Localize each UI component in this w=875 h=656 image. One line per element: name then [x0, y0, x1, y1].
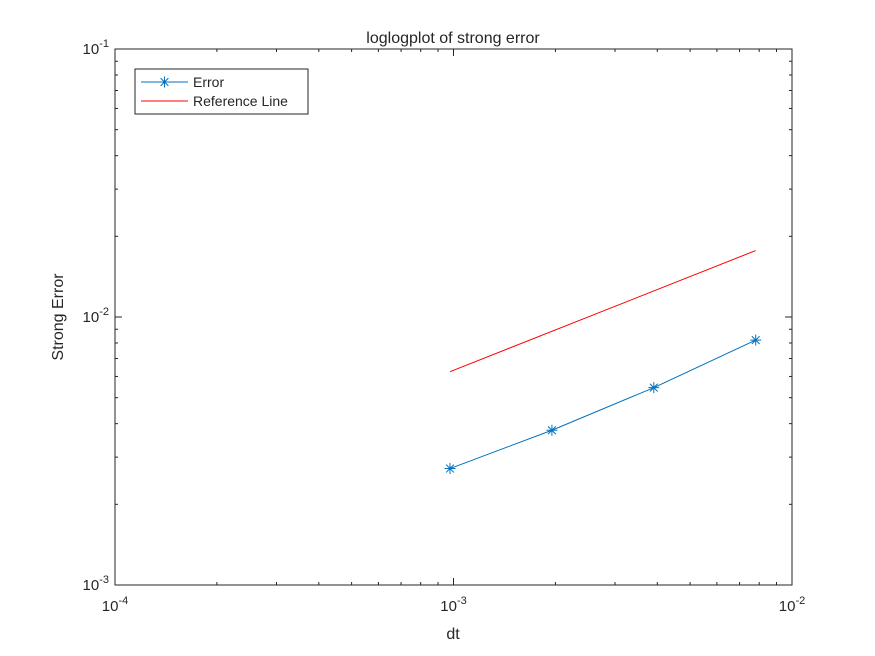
- legend-label-error: Error: [193, 74, 224, 90]
- axes: 10-4 10-3 10-210-310-210-1: [83, 38, 806, 615]
- chart-title: loglogplot of strong error: [366, 30, 540, 47]
- series-line-error: [449, 339, 756, 470]
- x-tick-label: 10-2: [779, 595, 805, 615]
- data-point-error: [750, 334, 762, 346]
- data-point-error: [648, 382, 660, 394]
- data-point-error: [444, 463, 456, 475]
- legend-marker-error: [159, 76, 170, 88]
- marker-stroke: [160, 77, 169, 87]
- legend: Error Reference Line: [134, 68, 309, 115]
- y-tick-label: 10-2: [83, 306, 109, 326]
- y-axis-label: Strong Error: [50, 273, 67, 361]
- y-tick-label: 10-1: [83, 38, 109, 58]
- data-point-error: [546, 424, 558, 436]
- marker-stroke: [649, 383, 659, 392]
- major-ticks: [114, 48, 793, 586]
- tick-labels: 10-4 10-3 10-210-310-210-1: [83, 38, 806, 615]
- marker-stroke: [547, 425, 557, 435]
- legend-box: [134, 68, 309, 115]
- x-tick-label: 10-3: [440, 595, 466, 615]
- x-tick-label: 10-4: [102, 595, 128, 615]
- plot-area: [114, 48, 793, 586]
- marker-stroke: [445, 464, 455, 473]
- series-layer: [444, 250, 762, 475]
- legend-label-reference-line: Reference Line: [193, 93, 288, 109]
- marker-stroke: [751, 335, 760, 345]
- minor-ticks: [115, 49, 792, 585]
- y-tick-label: 10-3: [83, 574, 109, 594]
- x-axis-label: dt: [446, 626, 460, 643]
- series-line-reference-line: [449, 250, 756, 373]
